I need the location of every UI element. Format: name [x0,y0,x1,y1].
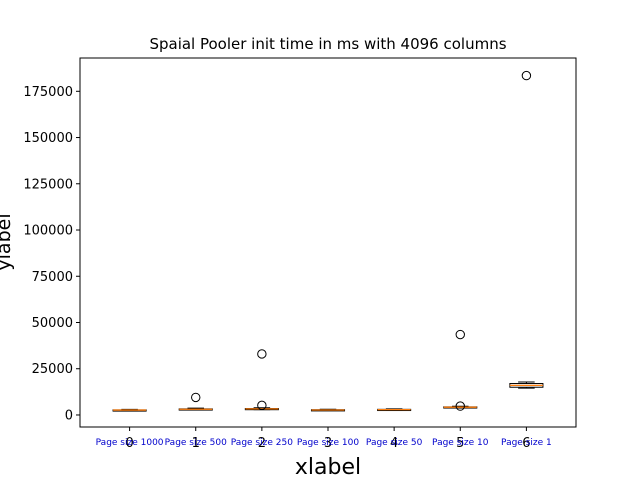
category-label: Page size 1 [501,438,552,448]
y-tick-label: 25000 [32,362,73,377]
y-tick-label: 0 [65,408,73,423]
x-tick-label: 1 [192,436,200,451]
outlier-point [257,400,267,411]
outlier-point [191,392,201,403]
category-label: Page size 10 [432,438,489,448]
category-label: Page size 50 [366,438,423,448]
x-tick-label: 3 [324,436,332,451]
x-tick-label: 6 [522,436,530,451]
x-tick-label: 2 [258,436,266,451]
y-axis-label: ylabel [0,213,15,270]
chart-title: Spaial Pooler init time in ms with 4096 … [149,35,506,53]
category-label: Page size 500 [165,438,227,448]
y-tick-label: 75000 [32,270,73,285]
outlier-point [455,401,465,411]
x-tick-label: 0 [125,436,133,451]
y-tick-label: 50000 [32,316,73,331]
y-tick-label: 125000 [23,177,73,192]
outlier-point [521,70,532,81]
y-tick-label: 175000 [23,85,73,100]
plot-area: 0 25000 50000 75000 100000 125000 150000 175000… [23,57,577,451]
x-axis-label: xlabel [295,455,361,480]
outlier-point [455,329,465,340]
x-tick-label: 4 [390,436,398,451]
axes-frame [79,57,577,428]
outlier-point [257,349,267,359]
y-tick-label: 150000 [23,131,73,146]
category-label: Page size 250 [231,438,293,448]
category-label: Page size 100 [297,438,359,448]
x-tick-label: 5 [456,436,464,451]
y-tick-label: 100000 [23,224,73,239]
category-label: Page size 1000 [96,438,164,448]
